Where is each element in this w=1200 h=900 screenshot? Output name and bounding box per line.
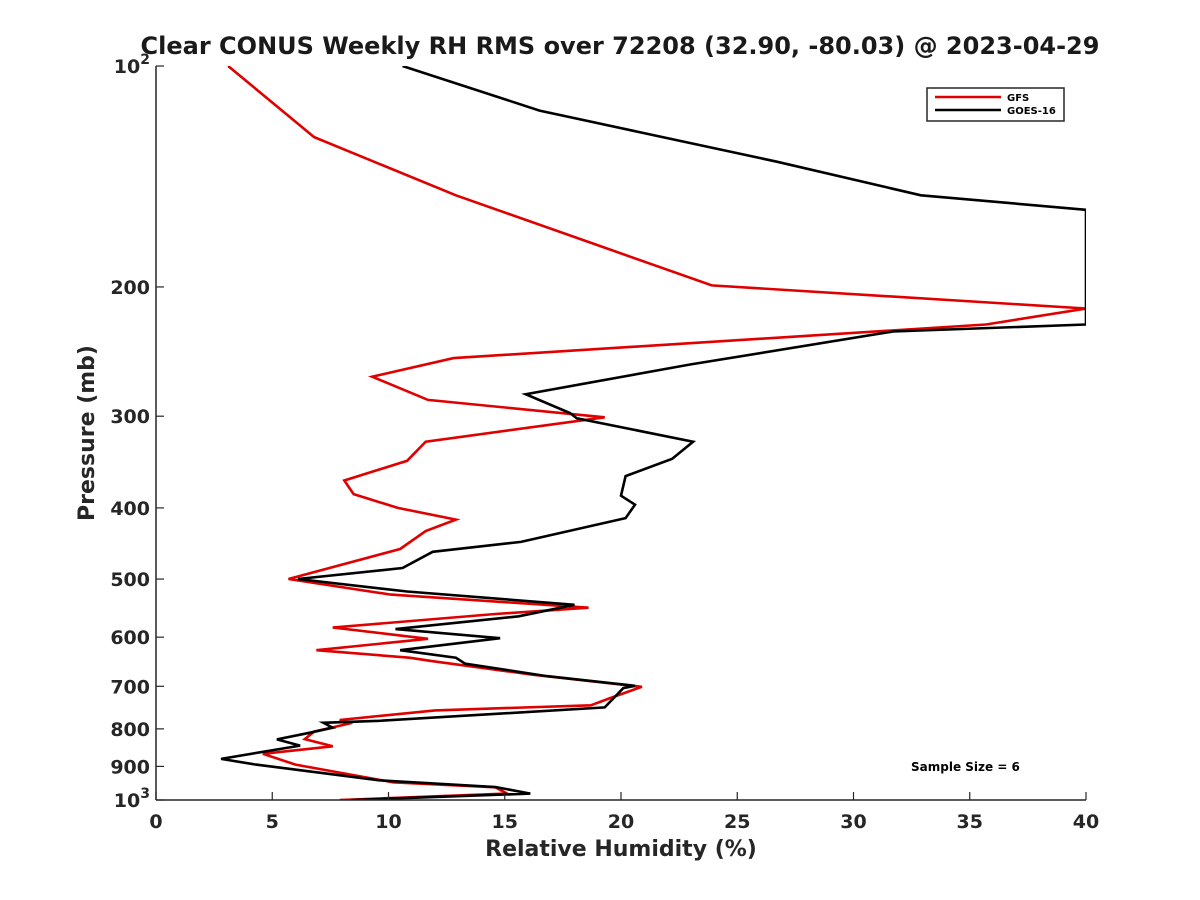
x-tick-label: 35: [957, 811, 983, 833]
x-tick-label: 25: [724, 811, 750, 833]
legend-box: [926, 87, 1065, 122]
x-tick-label: 40: [1073, 811, 1099, 833]
y-axis-ticks: 102 200 300 400 500 600 700 800 900 103: [110, 52, 164, 812]
y-tick-label: 800: [110, 719, 150, 741]
x-tick-label: 20: [608, 811, 634, 833]
y-tick-label: 200: [110, 277, 150, 299]
y-tick-label: 102: [114, 52, 150, 78]
x-tick-label: 10: [375, 811, 401, 833]
y-tick-label: 300: [110, 406, 150, 428]
y-tick-label: 500: [110, 569, 150, 591]
x-tick-label: 15: [492, 811, 518, 833]
chart-title: Clear CONUS Weekly RH RMS over 72208 (32…: [141, 32, 1100, 60]
y-tick-label: 103: [114, 786, 150, 812]
x-tick-label: 0: [149, 811, 162, 833]
legend-label-goes16: GOES-16: [1007, 106, 1056, 117]
x-axis-label: Relative Humidity (%): [485, 837, 757, 862]
y-axis-label: Pressure (mb): [75, 345, 100, 521]
x-axis-ticks: 0 5 10 15 20 25 30 35 40: [149, 792, 1099, 833]
y-tick-label: 700: [110, 676, 150, 698]
x-tick-label: 5: [266, 811, 279, 833]
y-tick-label: 400: [110, 498, 150, 520]
legend-label-gfs: GFS: [1007, 93, 1029, 104]
series-line-goes16: [220, 66, 1086, 800]
plot-area: [155, 66, 1086, 801]
data-lines: [220, 66, 1086, 800]
y-tick-label: 900: [110, 756, 150, 778]
x-tick-label: 30: [840, 811, 866, 833]
sample-size-annotation: Sample Size = 6: [911, 760, 1020, 774]
legend: GFS GOES-16: [926, 87, 1065, 122]
y-tick-label: 600: [110, 627, 150, 649]
